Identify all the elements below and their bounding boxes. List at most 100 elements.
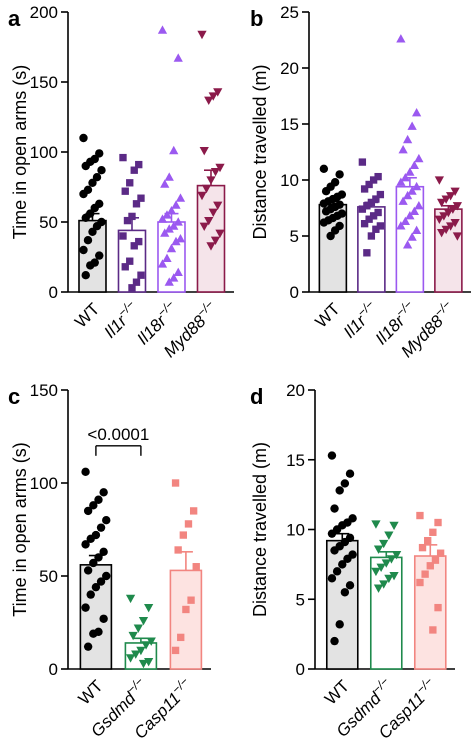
data-point xyxy=(204,96,214,105)
bar xyxy=(196,184,226,293)
data-point xyxy=(99,488,108,497)
data-point xyxy=(319,199,329,208)
data-point xyxy=(92,173,102,182)
data-point xyxy=(330,636,339,646)
data-point xyxy=(160,179,170,188)
data-point xyxy=(199,222,209,231)
data-point xyxy=(360,185,369,193)
data-point xyxy=(182,605,190,614)
data-point xyxy=(369,176,378,184)
x-tick-label-base: WT xyxy=(75,676,107,708)
data-point xyxy=(171,200,181,209)
x-tick-label-base: Casp11 xyxy=(130,689,184,743)
data-point xyxy=(90,203,99,213)
y-tick-label: 0 xyxy=(290,283,299,302)
data-point xyxy=(372,225,380,233)
data-point xyxy=(373,545,384,554)
data-point xyxy=(157,25,168,34)
data-point xyxy=(208,92,218,101)
y-tick-label: 15 xyxy=(280,115,299,134)
data-point xyxy=(332,567,342,576)
data-point xyxy=(327,451,337,460)
data-point xyxy=(452,232,462,241)
data-point xyxy=(86,590,95,599)
y-tick-label: 5 xyxy=(296,590,305,609)
data-point xyxy=(405,211,415,220)
data-point xyxy=(369,212,378,220)
y-tick-label: 25 xyxy=(280,3,299,22)
y-tick-label: 100 xyxy=(30,474,58,493)
data-point xyxy=(416,511,424,520)
data-point xyxy=(411,108,422,117)
data-point xyxy=(327,574,337,583)
y-tick-label: 20 xyxy=(280,59,299,78)
y-tick-label: 0 xyxy=(296,660,305,679)
y-tick-label: 5 xyxy=(290,227,299,246)
data-point xyxy=(213,201,223,210)
data-point xyxy=(327,529,337,538)
data-point xyxy=(429,626,437,634)
data-point xyxy=(416,578,424,587)
data-point xyxy=(197,191,207,201)
data-point xyxy=(160,228,170,237)
data-point xyxy=(192,563,200,571)
x-tick-label-base: WT xyxy=(71,299,103,331)
data-point xyxy=(81,467,90,477)
data-point xyxy=(396,34,406,43)
y-tick-label: 200 xyxy=(30,3,58,22)
data-point xyxy=(89,501,98,510)
data-point xyxy=(136,646,146,656)
data-point xyxy=(126,257,134,265)
data-point xyxy=(86,261,95,270)
data-point xyxy=(119,153,127,162)
data-point xyxy=(434,176,444,185)
data-point xyxy=(81,271,90,280)
data-point xyxy=(367,232,376,240)
data-point xyxy=(411,225,422,234)
data-point xyxy=(125,654,136,663)
data-point xyxy=(179,531,187,539)
data-point xyxy=(372,195,380,203)
data-point xyxy=(402,240,413,249)
data-point xyxy=(206,176,216,185)
data-point xyxy=(434,215,444,224)
data-point xyxy=(130,242,138,250)
data-point xyxy=(418,543,427,552)
data-point xyxy=(119,232,127,240)
data-point xyxy=(358,158,367,166)
y-axis-title: Distance travelled (m) xyxy=(250,64,270,239)
data-point xyxy=(128,284,136,292)
data-point xyxy=(81,540,90,549)
data-point xyxy=(184,520,193,528)
data-point xyxy=(402,190,413,200)
data-point xyxy=(169,221,179,230)
data-point xyxy=(345,469,355,478)
x-tick-label: WT xyxy=(75,676,107,708)
x-tick-label-base: Casp11 xyxy=(375,689,429,743)
data-point xyxy=(402,134,413,144)
data-point xyxy=(91,582,101,592)
y-axis-title: Time in open arms (s) xyxy=(10,442,30,616)
data-point xyxy=(157,259,168,268)
y-tick-label: 0 xyxy=(49,660,58,679)
data-point xyxy=(102,516,111,525)
data-point xyxy=(445,222,456,231)
data-point xyxy=(189,507,198,515)
data-point xyxy=(102,571,111,581)
data-point xyxy=(215,163,225,173)
data-point xyxy=(121,187,129,195)
data-point xyxy=(164,277,174,286)
panel-letter: c xyxy=(8,384,20,409)
data-point xyxy=(363,202,371,210)
data-point xyxy=(414,200,424,210)
data-point xyxy=(173,267,183,276)
data-point xyxy=(99,547,108,557)
data-point xyxy=(330,504,339,513)
y-tick-label: 0 xyxy=(49,283,58,302)
data-point xyxy=(343,554,352,563)
data-point xyxy=(94,495,103,504)
